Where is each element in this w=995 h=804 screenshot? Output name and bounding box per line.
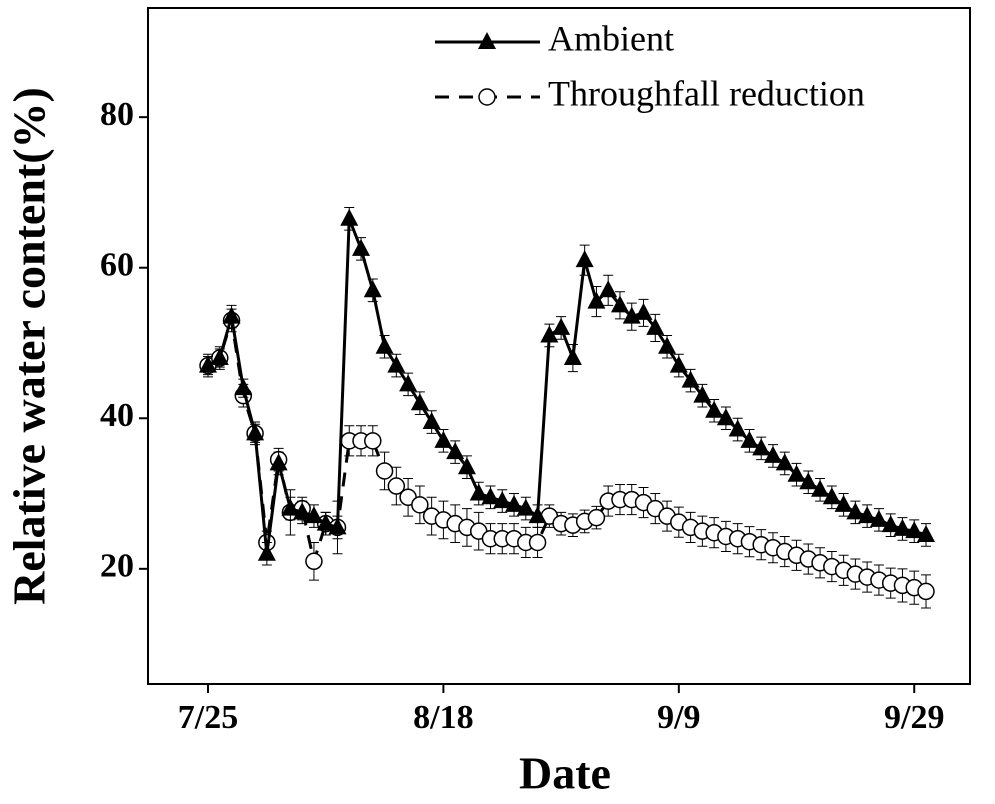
- legend-label: Ambient: [548, 18, 674, 58]
- y-tick-label: 20: [100, 548, 134, 585]
- data-point: [834, 494, 853, 512]
- data-point: [646, 317, 665, 335]
- data-point: [199, 355, 217, 373]
- data-point: [681, 370, 700, 388]
- data-point: [210, 348, 229, 366]
- data-point: [575, 250, 594, 268]
- y-axis-label: Relative water content(%): [4, 87, 55, 605]
- data-point: [693, 385, 712, 403]
- data-point: [763, 445, 782, 463]
- data-point: [528, 506, 547, 524]
- data-point: [422, 412, 441, 430]
- data-point: [799, 472, 818, 490]
- legend-marker: [478, 32, 496, 49]
- data-point: [787, 464, 806, 482]
- data-point: [363, 280, 382, 298]
- x-tick-label: 7/25: [178, 699, 238, 736]
- series-line: [207, 218, 927, 554]
- data-point: [634, 302, 653, 320]
- legend-marker: [478, 88, 496, 106]
- data-point: [375, 336, 394, 354]
- data-point: [917, 524, 935, 542]
- data-point: [811, 479, 830, 497]
- data-point: [434, 430, 453, 448]
- plot-frame: [147, 7, 971, 685]
- data-point: [587, 508, 606, 527]
- data-point: [364, 432, 382, 450]
- data-point: [858, 506, 877, 524]
- data-point: [563, 348, 582, 366]
- data-point: [305, 552, 323, 571]
- data-point: [399, 374, 418, 392]
- data-point: [728, 419, 747, 437]
- data-point: [905, 521, 924, 539]
- data-point: [304, 506, 323, 524]
- data-point: [222, 306, 241, 324]
- data-point: [505, 494, 524, 512]
- data-point: [352, 238, 371, 256]
- data-point: [669, 355, 688, 373]
- data-point: [599, 280, 618, 298]
- data-point: [775, 453, 794, 471]
- y-tick-label: 80: [100, 96, 134, 133]
- x-tick-label: 8/18: [413, 699, 473, 736]
- x-tick-label: 9/29: [884, 699, 944, 736]
- data-point: [316, 513, 335, 531]
- data-point: [881, 515, 900, 533]
- y-tick-label: 60: [100, 247, 134, 284]
- data-point: [917, 582, 935, 601]
- data-point: [481, 487, 500, 505]
- data-point: [293, 502, 312, 520]
- data-point: [540, 325, 559, 343]
- x-tick-label: 9/9: [657, 699, 700, 736]
- data-point: [469, 483, 488, 501]
- y-tick-label: 40: [100, 397, 134, 434]
- data-point: [340, 208, 359, 226]
- data-point: [328, 517, 347, 535]
- data-point: [375, 462, 394, 480]
- data-point: [740, 430, 759, 448]
- data-point: [752, 438, 771, 456]
- data-point: [257, 543, 276, 561]
- data-point: [610, 295, 629, 313]
- data-point: [493, 491, 512, 509]
- data-point: [410, 393, 429, 411]
- data-point: [716, 408, 735, 426]
- legend-label: Throughfall reduction: [548, 73, 865, 113]
- data-point: [269, 453, 288, 471]
- data-point: [387, 477, 406, 495]
- data-point: [281, 498, 300, 516]
- data-point: [869, 509, 888, 527]
- data-point: [411, 496, 429, 514]
- data-point: [552, 317, 571, 335]
- data-point: [516, 498, 535, 516]
- data-point: [457, 457, 476, 475]
- data-point: [658, 336, 677, 354]
- data-point: [822, 487, 841, 505]
- data-point: [246, 423, 265, 441]
- data-point: [587, 291, 606, 309]
- data-point: [846, 502, 865, 520]
- data-point: [705, 400, 724, 418]
- data-point: [528, 533, 547, 552]
- data-point: [893, 518, 912, 536]
- data-point: [234, 378, 253, 396]
- data-point: [446, 442, 465, 460]
- x-axis-label: Date: [519, 748, 611, 799]
- data-point: [387, 355, 406, 373]
